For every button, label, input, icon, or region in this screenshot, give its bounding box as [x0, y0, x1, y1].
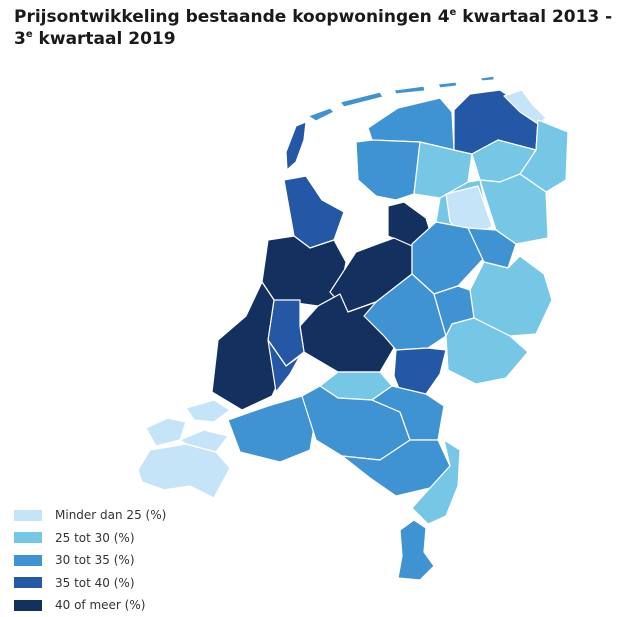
- legend-label: Minder dan 25 (%): [55, 508, 167, 523]
- title-part-3: kwartaal 2019: [32, 29, 176, 49]
- title-part-2: kwartaal 2013 - 3: [14, 7, 613, 49]
- map-region-achterhoek[interactable]: [445, 317, 529, 385]
- legend-swatch: [14, 532, 42, 544]
- map-region-arnhem-nijmegen[interactable]: [393, 347, 447, 397]
- map-legend: Minder dan 25 (%) 25 tot 30 (%) 30 tot 3…: [14, 504, 166, 617]
- map-region-groningen-tip[interactable]: [503, 89, 547, 125]
- page-title: Prijsontwikkeling bestaande koopwoningen…: [14, 6, 620, 50]
- legend-label: 35 tot 40 (%): [55, 575, 135, 590]
- map-region-ameland[interactable]: [393, 85, 426, 95]
- map-region-friesland-south[interactable]: [355, 139, 421, 201]
- title-superscript-2: e: [25, 29, 33, 40]
- map-region-zuid-beveland[interactable]: [179, 429, 229, 453]
- map-region-texel[interactable]: [285, 121, 307, 171]
- legend-item: 30 tot 35 (%): [14, 549, 166, 572]
- map-region-noord-limburg[interactable]: [411, 439, 461, 525]
- title-part-1: Prijsontwikkeling bestaande koopwoningen…: [14, 7, 450, 27]
- map-region-walcheren[interactable]: [145, 417, 187, 447]
- map-region-gouda-area[interactable]: [267, 339, 301, 393]
- legend-swatch: [14, 554, 42, 566]
- map-region-rottumeroog[interactable]: [479, 75, 495, 82]
- title-superscript-1: e: [449, 7, 457, 18]
- map-region-west-brabant[interactable]: [227, 395, 317, 463]
- legend-item: 40 of meer (%): [14, 594, 166, 617]
- legend-label: 30 tot 35 (%): [55, 553, 135, 568]
- legend-item: Minder dan 25 (%): [14, 504, 166, 527]
- map-region-overijssel-mid[interactable]: [467, 227, 517, 269]
- legend-swatch: [14, 599, 42, 611]
- legend-item: 35 tot 40 (%): [14, 572, 166, 595]
- map-region-vlieland[interactable]: [307, 107, 335, 122]
- netherlands-choropleth-map: [137, 75, 569, 581]
- map-region-terschelling[interactable]: [339, 91, 384, 108]
- legend-label: 40 of meer (%): [55, 598, 146, 613]
- map-region-schiermonnikoog[interactable]: [437, 81, 458, 89]
- legend-item: 25 tot 30 (%): [14, 527, 166, 550]
- legend-swatch: [14, 509, 42, 521]
- legend-swatch: [14, 577, 42, 589]
- map-region-zuid-limburg[interactable]: [397, 519, 435, 581]
- legend-label: 25 tot 30 (%): [55, 530, 135, 545]
- map-region-schouwen[interactable]: [185, 399, 231, 423]
- map-region-zeeuws-vlaanderen[interactable]: [137, 443, 231, 499]
